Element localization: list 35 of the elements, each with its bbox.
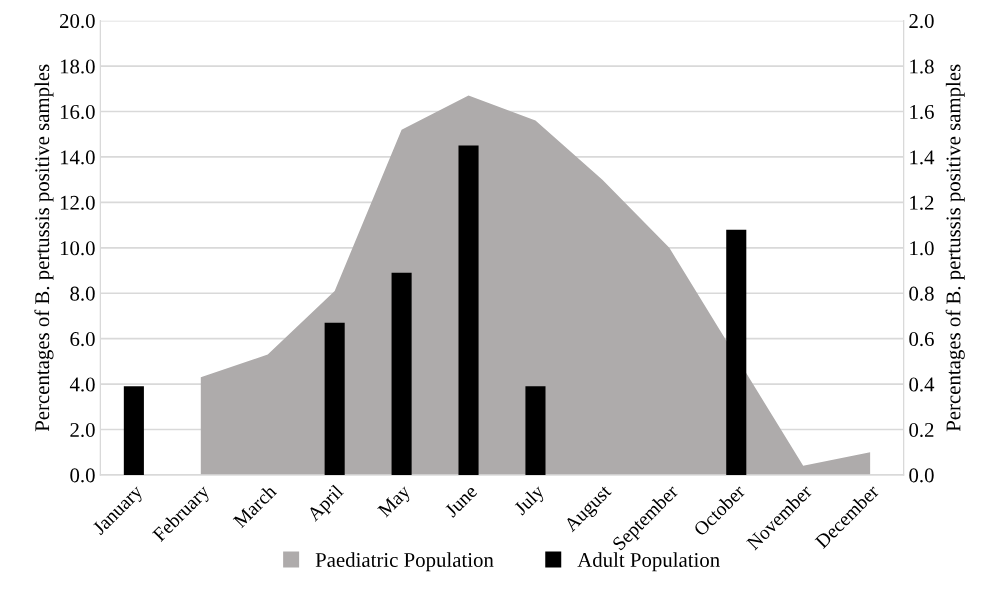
y2-tick-label: 1.8 bbox=[910, 59, 934, 74]
x-tick-label: May bbox=[377, 483, 415, 521]
y2-tick-label: 1.6 bbox=[910, 104, 934, 120]
bar bbox=[726, 229, 747, 475]
y-tick-label: 8.0 bbox=[70, 286, 95, 301]
y-tick-label: 6.0 bbox=[70, 332, 95, 347]
y2-tick-label: 0.2 bbox=[909, 422, 934, 438]
y-tick-label: 16.0 bbox=[60, 104, 95, 120]
y2-tick-label: 2.0 bbox=[909, 14, 934, 29]
y2-tick-label: 0.4 bbox=[909, 377, 935, 392]
bar bbox=[123, 386, 144, 475]
legend-label: Paediatric Population bbox=[315, 552, 494, 572]
y-tick-label: 12.0 bbox=[60, 195, 95, 210]
y2-tick-label: 1.4 bbox=[910, 150, 935, 165]
y-tick-label: 18.0 bbox=[60, 59, 95, 74]
y-tick-label: 0.0 bbox=[70, 468, 95, 483]
y2-tick-label: 0.8 bbox=[909, 286, 934, 301]
y-axis-title: Percentages of B. pertussis positive samples bbox=[34, 64, 54, 432]
y2-tick-label: 1.0 bbox=[910, 241, 934, 256]
y-tick-label: 10.0 bbox=[60, 241, 95, 256]
y2-tick-label: 0.6 bbox=[909, 332, 934, 347]
bar bbox=[324, 322, 345, 475]
x-tick-label: July bbox=[512, 483, 548, 519]
bar bbox=[525, 386, 546, 475]
legend-label: Adult Population bbox=[577, 552, 720, 572]
y2-axis-title: Percentages of B. pertussis positive samples bbox=[945, 64, 965, 432]
x-tick-label: June bbox=[444, 484, 478, 518]
y2-tick-label: 1.2 bbox=[910, 195, 934, 210]
y-tick-label: 4.0 bbox=[69, 377, 95, 392]
y-tick-label: 14.0 bbox=[60, 150, 95, 165]
bar bbox=[458, 145, 479, 475]
y-tick-label: 20.0 bbox=[60, 14, 95, 29]
bar bbox=[391, 272, 412, 475]
y-tick-label: 2.0 bbox=[70, 422, 95, 438]
y2-tick-label: 0.0 bbox=[909, 468, 934, 483]
